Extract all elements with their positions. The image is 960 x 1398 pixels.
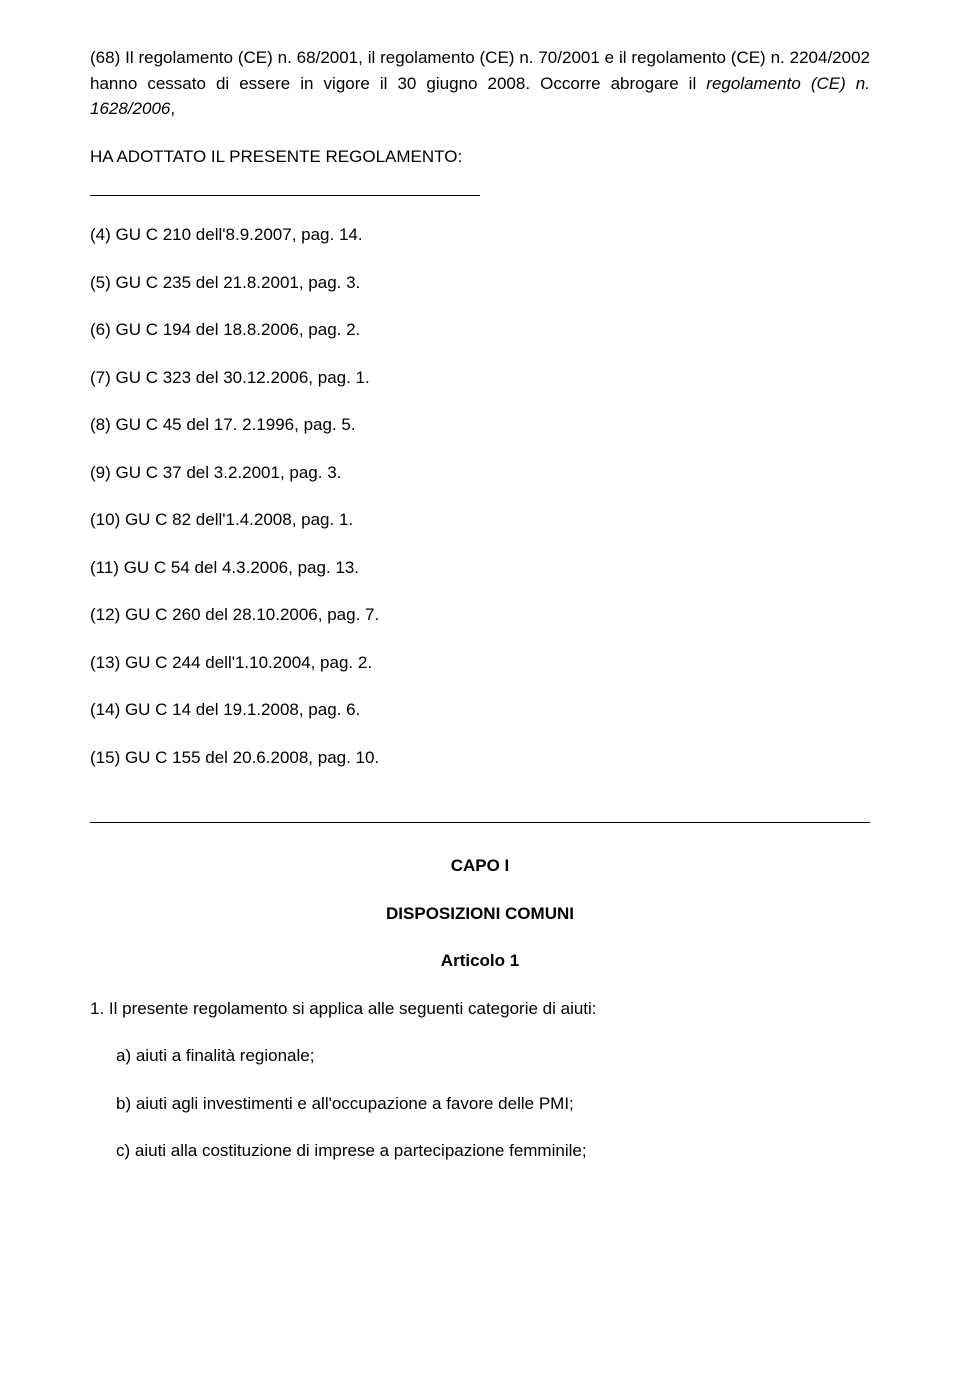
article-heading: Articolo 1	[90, 948, 870, 974]
article-1-item-a: a) aiuti a finalità regionale;	[90, 1043, 870, 1069]
document-page: (68) Il regolamento (CE) n. 68/2001, il …	[0, 0, 960, 1398]
article-1-item-c: c) aiuti alla costituzione di imprese a …	[90, 1138, 870, 1164]
chapter-heading: CAPO I	[90, 853, 870, 879]
footnote-14: (14) GU C 14 del 19.1.2008, pag. 6.	[90, 697, 870, 723]
footnote-4: (4) GU C 210 dell'8.9.2007, pag. 14.	[90, 222, 870, 248]
adopted-line: HA ADOTTATO IL PRESENTE REGOLAMENTO:	[90, 144, 870, 170]
footnote-6: (6) GU C 194 del 18.8.2006, pag. 2.	[90, 317, 870, 343]
article-1-para-1: 1. Il presente regolamento si applica al…	[90, 996, 870, 1022]
footnote-9: (9) GU C 37 del 3.2.2001, pag. 3.	[90, 460, 870, 486]
recital-68: (68) Il regolamento (CE) n. 68/2001, il …	[90, 45, 870, 122]
footnote-5: (5) GU C 235 del 21.8.2001, pag. 3.	[90, 270, 870, 296]
recital-68-post: ,	[170, 99, 175, 118]
footnote-8: (8) GU C 45 del 17. 2.1996, pag. 5.	[90, 412, 870, 438]
footnote-15: (15) GU C 155 del 20.6.2008, pag. 10.	[90, 745, 870, 771]
chapter-title: DISPOSIZIONI COMUNI	[90, 901, 870, 927]
footnote-12: (12) GU C 260 del 28.10.2006, pag. 7.	[90, 602, 870, 628]
short-divider	[90, 195, 480, 196]
footnote-10: (10) GU C 82 dell'1.4.2008, pag. 1.	[90, 507, 870, 533]
footnote-7: (7) GU C 323 del 30.12.2006, pag. 1.	[90, 365, 870, 391]
footnote-11: (11) GU C 54 del 4.3.2006, pag. 13.	[90, 555, 870, 581]
full-divider	[90, 822, 870, 823]
footnote-13: (13) GU C 244 dell'1.10.2004, pag. 2.	[90, 650, 870, 676]
article-1-item-b: b) aiuti agli investimenti e all'occupaz…	[90, 1091, 870, 1117]
